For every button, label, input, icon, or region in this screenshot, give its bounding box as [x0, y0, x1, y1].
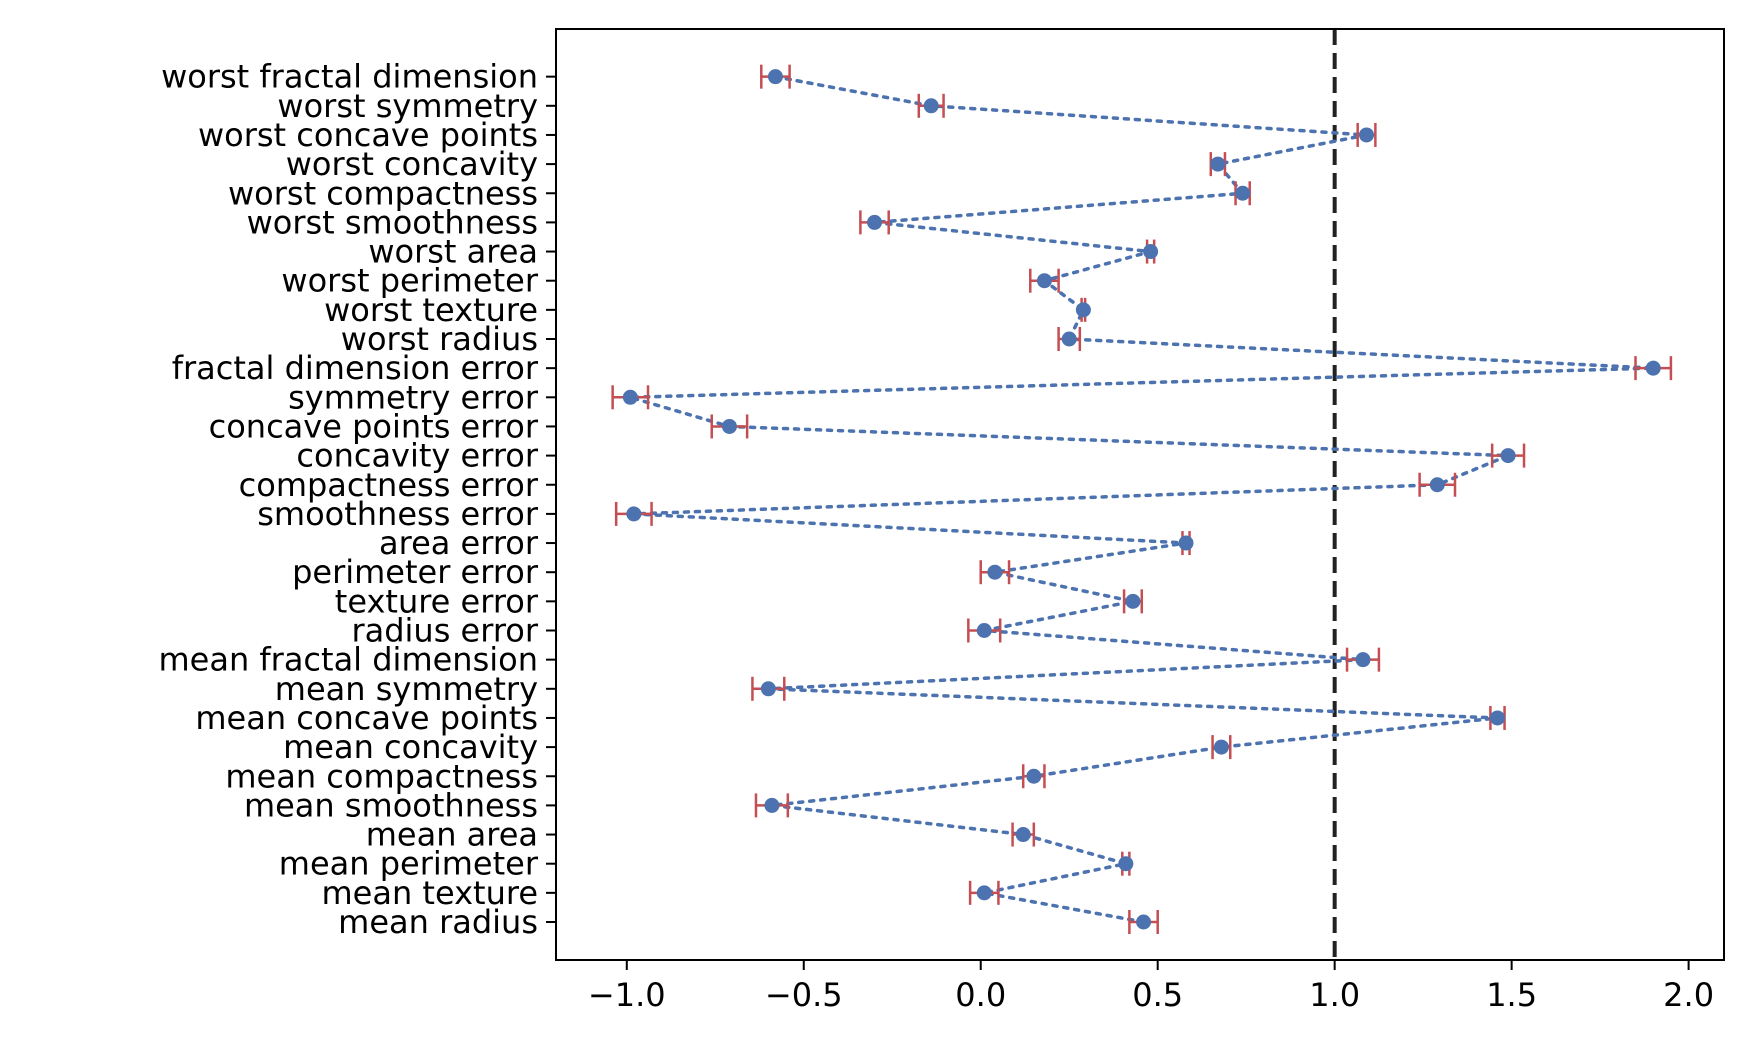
y-tick-label: mean concave points — [195, 699, 538, 737]
y-tick-label: mean symmetry — [275, 670, 538, 708]
y-tick-label: worst concave points — [198, 116, 538, 154]
data-point — [1026, 768, 1042, 784]
data-point — [1178, 535, 1194, 551]
data-point — [764, 797, 780, 813]
x-tick-label: −0.5 — [765, 976, 843, 1014]
x-tick-label: 1.0 — [1309, 976, 1360, 1014]
y-tick-label: perimeter error — [292, 553, 539, 591]
data-point — [1429, 477, 1445, 493]
y-tick-label: mean fractal dimension — [158, 641, 538, 679]
y-tick-label: concavity error — [296, 437, 538, 475]
series-connector-line — [629, 74, 1654, 924]
y-tick-label: worst smoothness — [247, 203, 538, 241]
data-point — [622, 389, 638, 405]
data-point — [867, 214, 883, 230]
y-tick-label: fractal dimension error — [172, 349, 539, 387]
data-point — [721, 418, 737, 434]
y-tick-label: mean concavity — [283, 728, 538, 766]
data-point — [1075, 302, 1091, 318]
x-tick-label: 1.5 — [1486, 976, 1537, 1014]
point-group — [622, 69, 1661, 930]
y-tick-label: concave points error — [209, 407, 539, 445]
y-tick-label: worst area — [368, 233, 538, 271]
y-tick-label: mean texture — [322, 874, 539, 912]
data-point — [1235, 185, 1251, 201]
data-point — [1118, 856, 1134, 872]
data-point — [1213, 739, 1229, 755]
data-point — [1500, 448, 1516, 464]
y-tick-label: radius error — [351, 612, 538, 650]
data-point — [760, 681, 776, 697]
data-point — [987, 564, 1003, 580]
connector-group — [629, 74, 1654, 924]
y-tick-label: worst texture — [324, 291, 538, 329]
data-point — [976, 623, 992, 638]
y-tick-label: worst concavity — [286, 145, 538, 183]
data-point — [1210, 156, 1226, 172]
y-tick-label: area error — [379, 524, 539, 562]
plot-frame — [555, 28, 1725, 961]
data-point — [1125, 593, 1141, 609]
y-tick-label: worst fractal dimension — [161, 58, 538, 96]
x-tick-label: 0.0 — [955, 976, 1006, 1014]
data-point — [1355, 652, 1371, 668]
data-point — [1036, 273, 1052, 289]
data-point — [1061, 331, 1077, 347]
y-tick-label: worst symmetry — [277, 87, 538, 125]
y-tick-label: mean area — [366, 816, 538, 854]
x-tick-label: 0.5 — [1132, 976, 1183, 1014]
y-tick-label: mean radius — [338, 903, 538, 941]
data-point — [767, 69, 783, 85]
data-point — [1359, 127, 1375, 143]
y-tick-label: worst compactness — [228, 174, 538, 212]
plot-frame-group — [555, 28, 1725, 961]
y-tick-label: mean smoothness — [244, 786, 538, 824]
y-tick-label: symmetry error — [288, 378, 539, 416]
y-tick-label: compactness error — [239, 466, 539, 504]
data-point — [1143, 244, 1159, 260]
data-point — [1015, 827, 1031, 843]
y-tick-label: worst perimeter — [281, 262, 538, 300]
y-tick-label: mean compactness — [225, 757, 538, 795]
data-point — [626, 506, 642, 522]
data-point — [1489, 710, 1505, 726]
data-point — [976, 885, 992, 901]
y-tick-label: mean perimeter — [279, 845, 539, 883]
data-point — [923, 98, 939, 114]
y-tick-label: texture error — [335, 582, 539, 620]
y-tick-label: worst radius — [341, 320, 538, 358]
x-tick-label: −1.0 — [588, 976, 666, 1014]
y-tick-label: smoothness error — [257, 495, 539, 533]
data-point — [1136, 914, 1152, 930]
data-point — [1645, 360, 1661, 376]
x-tick-label: 2.0 — [1663, 976, 1714, 1014]
